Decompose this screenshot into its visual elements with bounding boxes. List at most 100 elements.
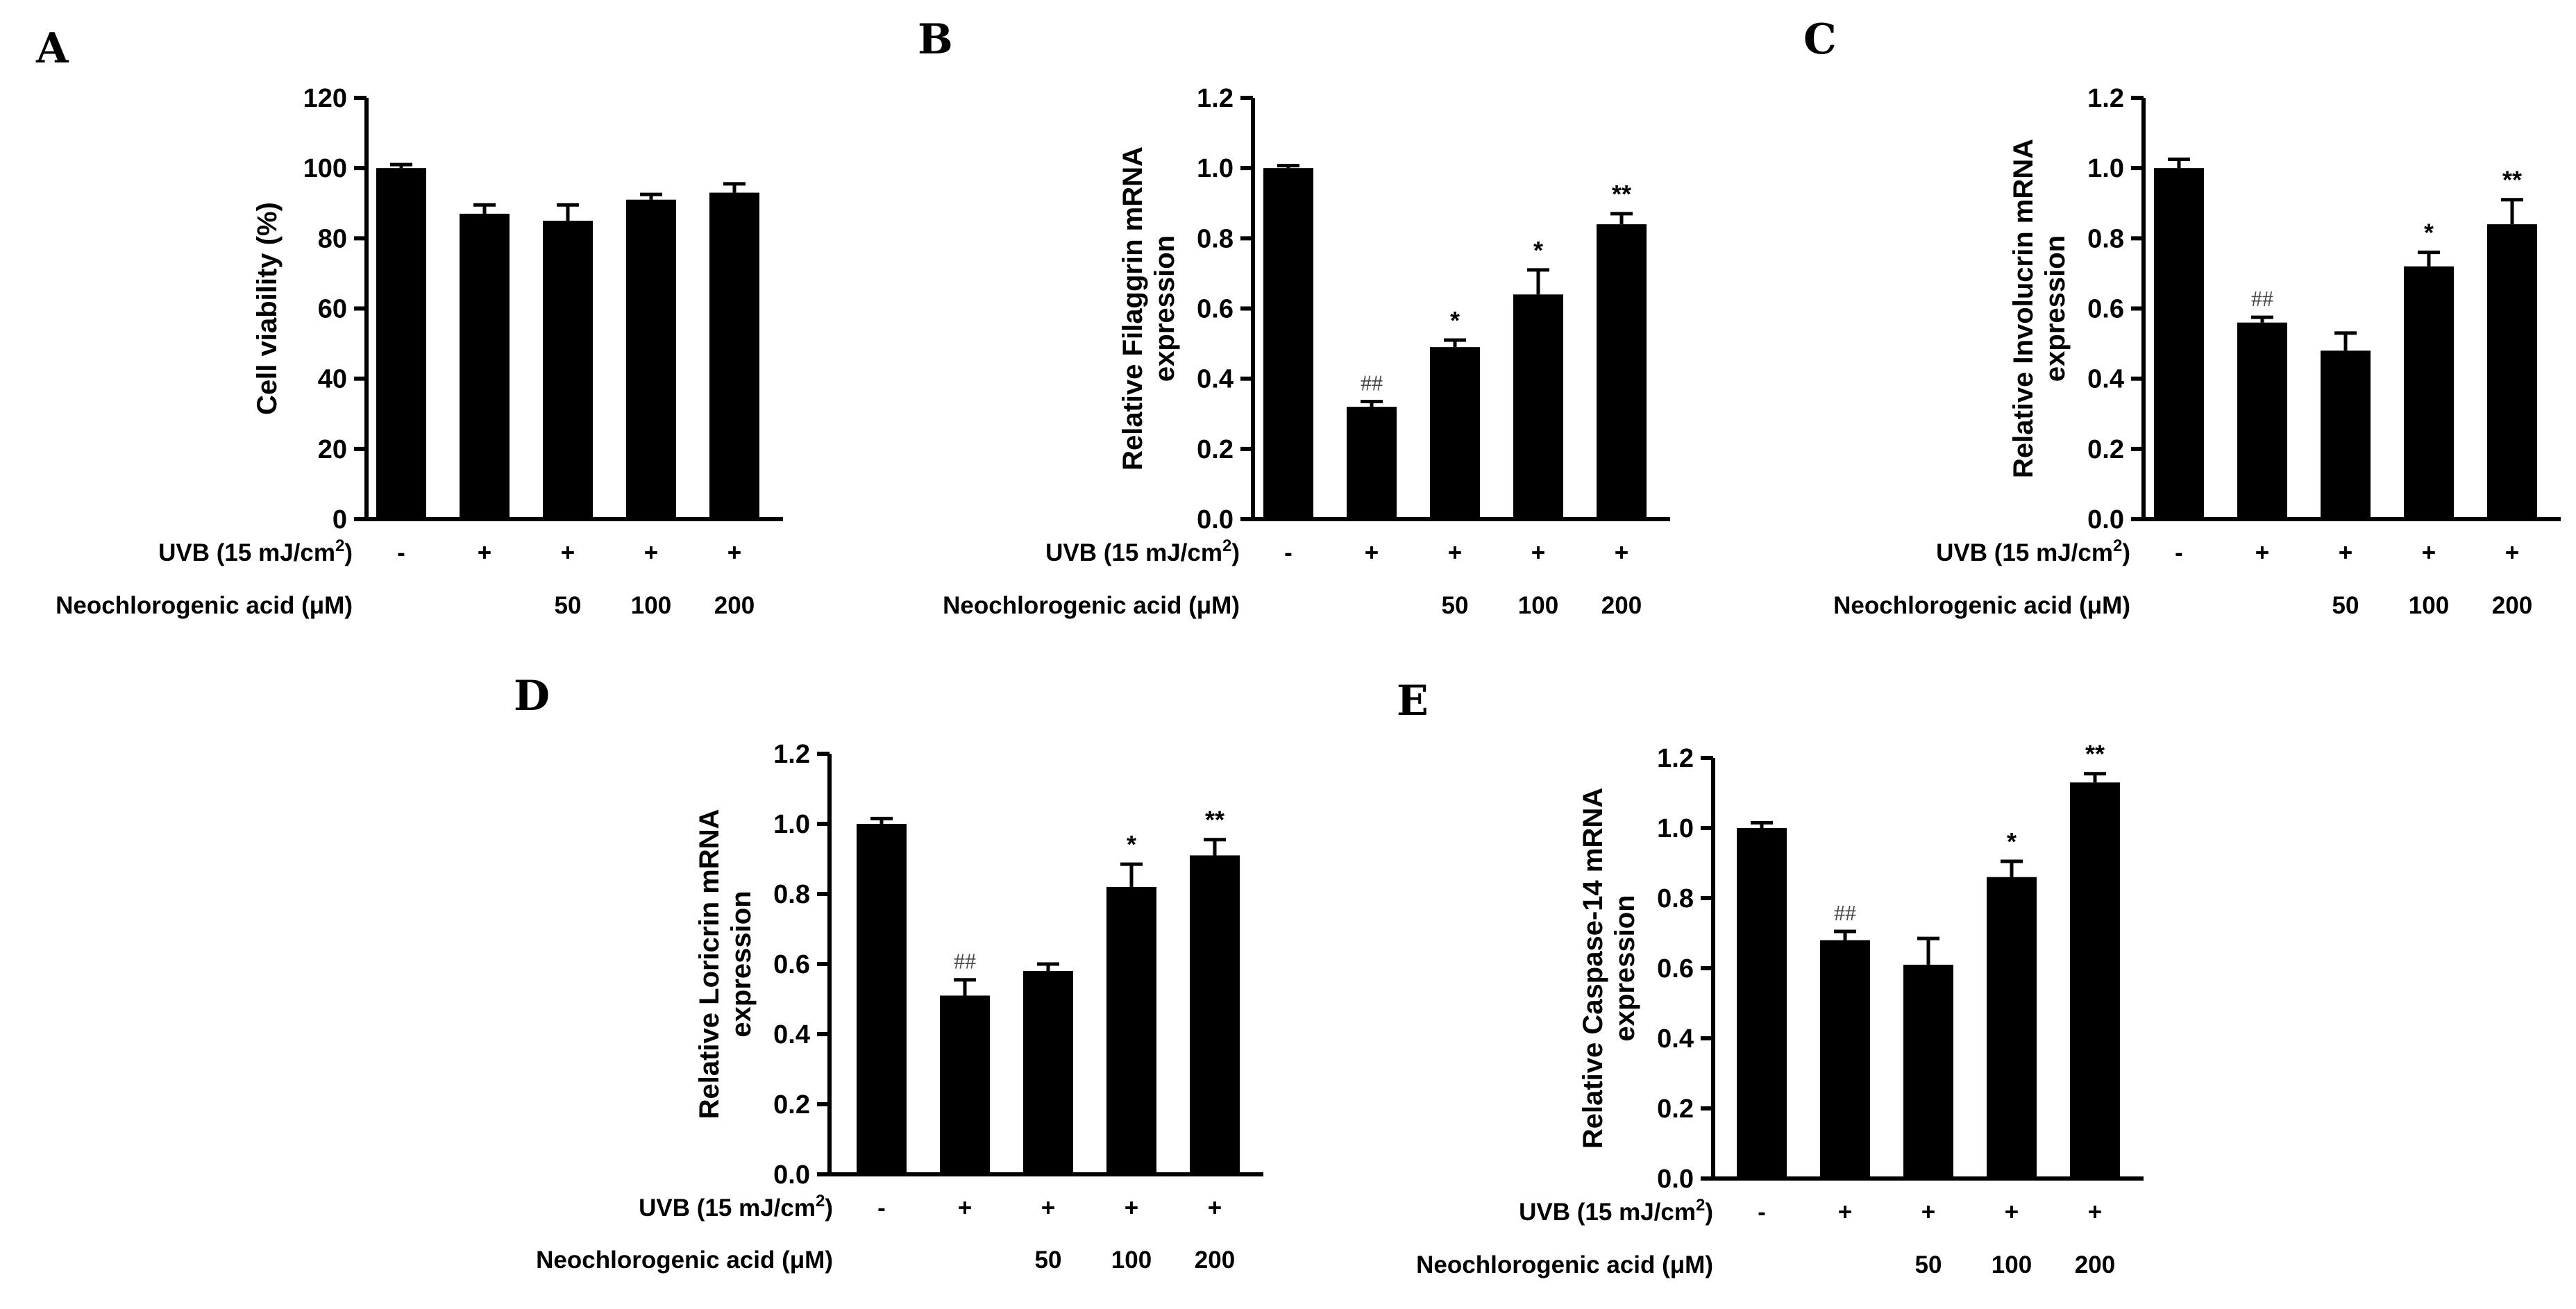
uvb-value: + bbox=[1041, 1194, 1055, 1222]
y-tick-label: 0.8 bbox=[1657, 884, 1694, 913]
y-tick-label: 1.0 bbox=[1657, 814, 1694, 843]
y-tick-label: 80 bbox=[318, 224, 347, 253]
y-tick-label: 0.2 bbox=[1657, 1095, 1694, 1124]
bar bbox=[1347, 407, 1397, 519]
acid-value: 50 bbox=[1035, 1247, 1062, 1274]
y-tick-label: 0.8 bbox=[2087, 224, 2124, 253]
uvb-value: + bbox=[1208, 1194, 1222, 1222]
uvb-value: + bbox=[958, 1194, 972, 1222]
panel-letter: C bbox=[1803, 15, 1837, 64]
panel-letter: E bbox=[1397, 677, 1429, 725]
y-tick-label: 0.4 bbox=[2087, 365, 2124, 394]
significance-label: ## bbox=[1361, 371, 1383, 396]
uvb-value: + bbox=[1921, 1199, 1935, 1226]
bar bbox=[1430, 347, 1480, 519]
y-tick-label: 0.2 bbox=[1197, 435, 1234, 464]
y-axis-label: Cell viability (%) bbox=[252, 202, 283, 415]
acid-value: 100 bbox=[1992, 1251, 2032, 1278]
bar bbox=[2070, 782, 2120, 1179]
acid-value: 50 bbox=[2332, 592, 2359, 619]
y-axis-label: Relative Involucrin mRNA bbox=[2008, 139, 2039, 478]
uvb-row-label: UVB (15 mJ/cm2) bbox=[1936, 537, 2130, 566]
uvb-value: + bbox=[727, 539, 741, 566]
uvb-value: - bbox=[1758, 1199, 1766, 1226]
y-axis-label: expression bbox=[1610, 895, 1640, 1041]
bar bbox=[460, 213, 510, 519]
acid-value: 100 bbox=[631, 592, 671, 619]
bar bbox=[940, 995, 990, 1174]
significance-label: * bbox=[2424, 219, 2434, 247]
uvb-row-label: UVB (15 mJ/cm2) bbox=[639, 1192, 833, 1222]
y-axis-label: expression bbox=[1150, 235, 1180, 382]
y-tick-label: 0.6 bbox=[1197, 295, 1234, 324]
y-tick-label: 1.0 bbox=[773, 810, 810, 839]
significance-label: ** bbox=[1205, 806, 1224, 834]
bar bbox=[2237, 322, 2287, 519]
uvb-value: + bbox=[2005, 1199, 2019, 1226]
uvb-value: + bbox=[2339, 539, 2352, 566]
y-tick-label: 120 bbox=[303, 84, 347, 113]
significance-label: * bbox=[1127, 830, 1136, 859]
bar bbox=[2404, 266, 2454, 519]
y-axis-label: Relative Loricrin mRNA bbox=[694, 809, 725, 1120]
y-axis-label: expression bbox=[726, 890, 757, 1037]
significance-label: ** bbox=[1612, 180, 1631, 208]
acid-value: 200 bbox=[2492, 592, 2532, 619]
bar bbox=[1903, 964, 1953, 1179]
significance-label: ** bbox=[2502, 166, 2522, 194]
uvb-value: + bbox=[1531, 539, 1545, 566]
uvb-value: + bbox=[561, 539, 575, 566]
acid-value: 100 bbox=[1111, 1247, 1152, 1274]
y-tick-label: 0.2 bbox=[2087, 435, 2124, 464]
bar bbox=[1987, 877, 2037, 1179]
y-tick-label: 20 bbox=[318, 435, 347, 464]
bar bbox=[376, 168, 426, 519]
y-tick-label: 0 bbox=[332, 505, 347, 534]
y-tick-label: 1.2 bbox=[1657, 744, 1694, 773]
uvb-value: + bbox=[1365, 539, 1379, 566]
acid-value: 50 bbox=[1442, 592, 1469, 619]
uvb-value: + bbox=[1615, 539, 1628, 566]
uvb-row-label: UVB (15 mJ/cm2) bbox=[1045, 537, 1240, 566]
acid-value: 200 bbox=[2075, 1251, 2115, 1278]
panel-letter: D bbox=[514, 672, 550, 720]
y-tick-label: 1.0 bbox=[1197, 154, 1234, 183]
significance-label: * bbox=[2007, 827, 2017, 856]
bar bbox=[1513, 294, 1563, 519]
panel-letter: B bbox=[918, 15, 953, 64]
y-tick-label: 0.4 bbox=[1197, 365, 1234, 394]
acid-value: 50 bbox=[555, 592, 582, 619]
uvb-value: + bbox=[2422, 539, 2436, 566]
y-tick-label: 1.0 bbox=[2087, 154, 2124, 183]
bar bbox=[1263, 168, 1313, 519]
y-axis-label: expression bbox=[2040, 235, 2071, 382]
acid-value: 100 bbox=[1518, 592, 1558, 619]
uvb-value: - bbox=[877, 1194, 886, 1222]
y-tick-label: 0.6 bbox=[773, 950, 810, 979]
bar bbox=[1597, 224, 1647, 519]
uvb-row-label: UVB (15 mJ/cm2) bbox=[158, 537, 353, 566]
bar bbox=[543, 221, 593, 519]
acid-row-label: Neochlorogenic acid (μM) bbox=[536, 1247, 833, 1274]
y-tick-label: 60 bbox=[318, 295, 347, 324]
y-axis-label: Relative Caspase-14 mRNA bbox=[1578, 788, 1608, 1149]
uvb-row-label: UVB (15 mJ/cm2) bbox=[1519, 1196, 1713, 1226]
bar bbox=[626, 199, 676, 519]
y-tick-label: 0.0 bbox=[2087, 505, 2124, 534]
significance-label: * bbox=[1450, 306, 1460, 335]
significance-label: ## bbox=[2251, 286, 2273, 311]
acid-value: 200 bbox=[1195, 1247, 1235, 1274]
uvb-value: + bbox=[1448, 539, 1462, 566]
y-tick-label: 1.2 bbox=[1197, 84, 1234, 113]
bar bbox=[1737, 828, 1787, 1179]
y-tick-label: 0.8 bbox=[1197, 224, 1234, 253]
y-tick-label: 0.4 bbox=[773, 1020, 810, 1049]
bar bbox=[1190, 855, 1240, 1174]
y-tick-label: 0.0 bbox=[1197, 505, 1234, 534]
bar bbox=[1023, 971, 1073, 1174]
uvb-value: - bbox=[397, 539, 405, 566]
